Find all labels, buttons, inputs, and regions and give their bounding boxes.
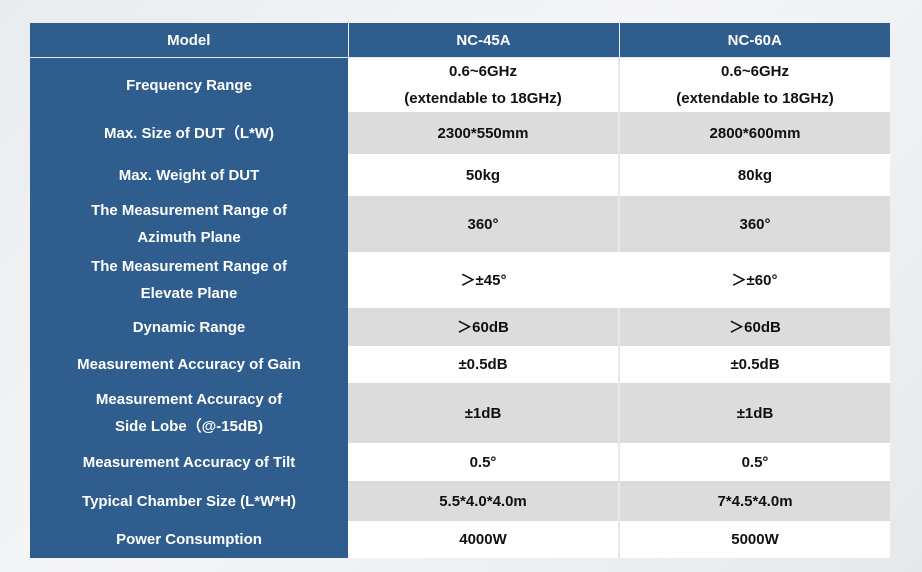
- value-line: 0.6~6GHz: [449, 63, 517, 80]
- row-label: Max. Weight of DUT: [30, 154, 348, 196]
- value-line: (extendable to 18GHz): [404, 90, 562, 107]
- nc45a-cell: 360°: [348, 196, 619, 252]
- table-row: The Measurement Range of Azimuth Plane 3…: [30, 196, 890, 252]
- spec-table: Model NC-45A NC-60A Frequency Range 0.6~…: [30, 23, 890, 558]
- nc60a-cell: 5000W: [618, 521, 890, 558]
- row-label: Max. Size of DUT（L*W): [30, 112, 348, 154]
- nc60a-cell: ±0.5dB: [618, 346, 890, 383]
- nc45a-cell: ±1dB: [348, 383, 619, 443]
- label-line: The Measurement Range of: [91, 202, 287, 219]
- nc45a-cell: ＞60dB: [348, 308, 619, 346]
- nc45a-cell: 0.6~6GHz (extendable to 18GHz): [348, 57, 619, 112]
- table-row: Dynamic Range ＞60dB ＞60dB: [30, 308, 890, 346]
- nc45a-cell: 5.5*4.0*4.0m: [348, 481, 619, 521]
- row-label: Dynamic Range: [30, 308, 348, 346]
- row-label: Measurement Accuracy of Gain: [30, 346, 348, 383]
- table-row: Measurement Accuracy of Tilt 0.5° 0.5°: [30, 443, 890, 481]
- nc60a-cell: ＞60dB: [618, 308, 890, 346]
- header-row: Model NC-45A NC-60A: [30, 23, 890, 58]
- nc45a-cell: 2300*550mm: [348, 112, 619, 154]
- value-line: (extendable to 18GHz): [676, 90, 834, 107]
- header-nc60a: NC-60A: [618, 23, 890, 58]
- row-label: Measurement Accuracy of Tilt: [30, 443, 348, 481]
- label-line: Measurement Accuracy of: [95, 391, 283, 408]
- table-row: Measurement Accuracy of Side Lobe（@-15dB…: [30, 383, 890, 443]
- table-row: Frequency Range 0.6~6GHz (extendable to …: [30, 57, 890, 112]
- row-label: Typical Chamber Size (L*W*H): [30, 481, 348, 521]
- nc60a-cell: 2800*600mm: [618, 112, 890, 154]
- row-label: Measurement Accuracy of Side Lobe（@-15dB…: [30, 383, 348, 443]
- label-line: Elevate Plane: [140, 285, 238, 302]
- value-line: 0.6~6GHz: [721, 63, 789, 80]
- table-row: Measurement Accuracy of Gain ±0.5dB ±0.5…: [30, 346, 890, 383]
- nc60a-cell: 80kg: [618, 154, 890, 196]
- row-label: Power Consumption: [30, 521, 348, 558]
- nc45a-cell: ±0.5dB: [348, 346, 619, 383]
- row-label: Frequency Range: [30, 57, 348, 112]
- nc60a-cell: ＞±60°: [619, 252, 890, 308]
- nc60a-cell: 0.5°: [618, 443, 890, 481]
- table-row: Max. Weight of DUT 50kg 80kg: [30, 154, 890, 196]
- header-model: Model: [30, 23, 348, 58]
- header-nc45a: NC-45A: [347, 23, 619, 58]
- row-label: The Measurement Range of Azimuth Plane: [30, 196, 348, 252]
- table-row: Max. Size of DUT（L*W) 2300*550mm 2800*60…: [30, 112, 890, 154]
- nc60a-cell: 0.6~6GHz (extendable to 18GHz): [618, 57, 890, 112]
- label-line: Side Lobe（@-15dB): [115, 418, 263, 435]
- label-line: Frequency Range: [126, 76, 252, 94]
- label-line: Azimuth Plane: [137, 229, 241, 246]
- row-label: The Measurement Range of Elevate Plane: [30, 252, 348, 308]
- nc45a-cell: 4000W: [348, 521, 619, 558]
- nc60a-cell: ±1dB: [618, 383, 890, 443]
- nc45a-cell: ＞±45°: [348, 252, 619, 308]
- nc45a-cell: 50kg: [348, 154, 619, 196]
- nc60a-cell: 7*4.5*4.0m: [618, 481, 890, 521]
- table-row: Power Consumption 4000W 5000W: [30, 521, 890, 558]
- table-row: The Measurement Range of Elevate Plane ＞…: [30, 252, 890, 308]
- label-line: The Measurement Range of: [91, 258, 287, 275]
- table-row: Typical Chamber Size (L*W*H) 5.5*4.0*4.0…: [30, 481, 890, 521]
- nc45a-cell: 0.5°: [348, 443, 619, 481]
- nc60a-cell: 360°: [618, 196, 890, 252]
